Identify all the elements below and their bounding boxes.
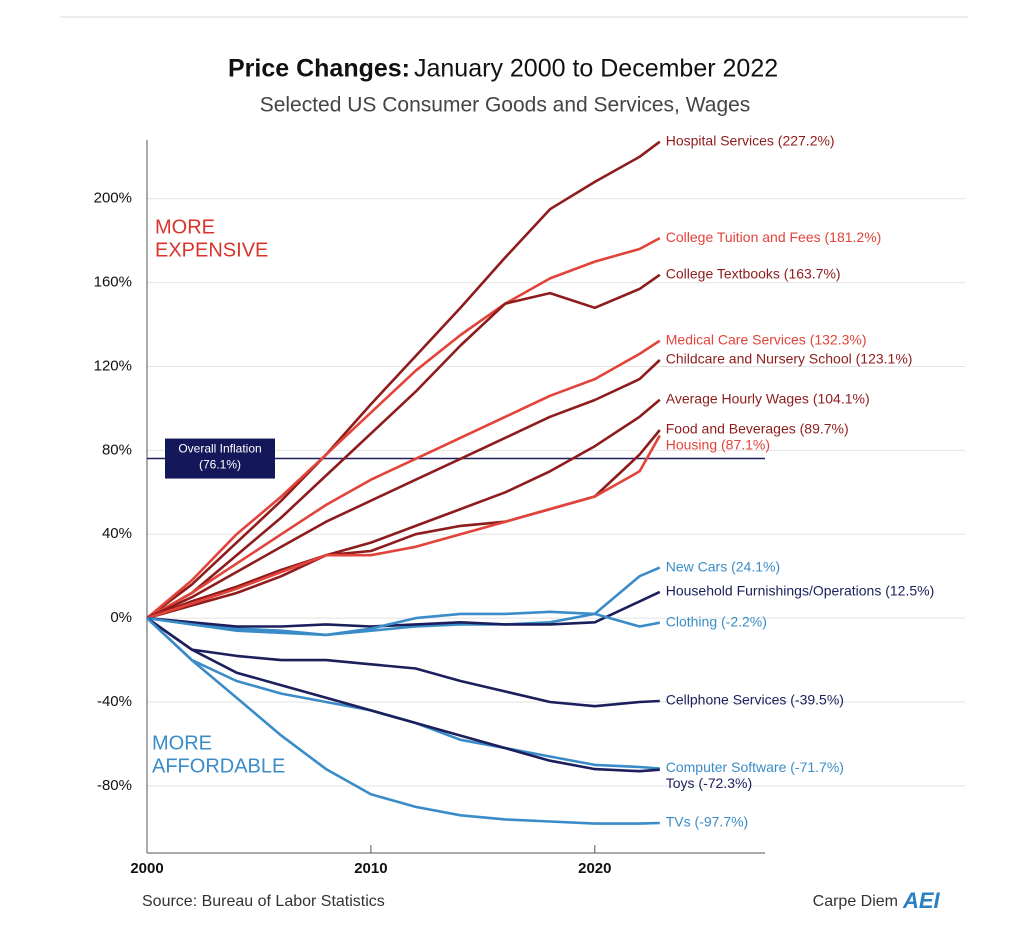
series-line <box>146 273 661 620</box>
series-line <box>146 617 660 708</box>
series-line <box>146 610 661 637</box>
series-line <box>146 140 661 620</box>
brand-logo: AEI <box>902 888 941 913</box>
x-tick-label: 2010 <box>354 860 387 877</box>
series-label: Toys (-72.3%) <box>666 775 752 791</box>
annotation: AFFORDABLE <box>152 755 285 777</box>
chart-subtitle: Selected US Consumer Goods and Services,… <box>260 94 751 117</box>
y-tick-label: -80% <box>97 777 132 794</box>
series-label: Clothing (-2.2%) <box>666 613 767 629</box>
series-line <box>146 359 661 620</box>
annotation: MORE <box>152 732 212 754</box>
chart-title: January 2000 to December 2022 <box>414 55 778 83</box>
y-tick-label: 160% <box>94 274 132 291</box>
series-label: Childcare and Nursery School (123.1%) <box>666 351 913 367</box>
y-tick-label: 200% <box>94 190 132 207</box>
y-tick-label: 40% <box>102 525 132 542</box>
y-tick-label: 120% <box>94 357 132 374</box>
plot: -80% -40% 0% 40% 80% 120% 160% 200% 2000 2010 2020… <box>94 132 965 877</box>
series-label: Computer Software (-71.7%) <box>666 759 844 775</box>
annotation: MORE <box>155 216 215 238</box>
series-label: TVs (-97.7%) <box>666 814 748 830</box>
series-line <box>146 617 660 770</box>
reference-value: (76.1%) <box>199 458 241 472</box>
y-tick-label: 80% <box>102 441 132 458</box>
y-tick-label: 0% <box>110 609 132 626</box>
x-tick-label: 2020 <box>578 860 611 877</box>
brand: Carpe Diem <box>813 893 898 910</box>
series-label: Food and Beverages (89.7%) <box>666 421 849 437</box>
series-label: New Cars (24.1%) <box>666 558 780 574</box>
series-label: Cellphone Services (-39.5%) <box>666 692 844 708</box>
series-label: Housing (87.1%) <box>666 437 770 453</box>
chart-title-lead: Price Changes: <box>228 55 410 83</box>
annotation: EXPENSIVE <box>155 239 268 261</box>
y-tick-label: -40% <box>97 693 132 710</box>
source: Source: Bureau of Labor Statistics <box>142 893 385 910</box>
series-line <box>146 617 660 773</box>
series-label: College Textbooks (163.7%) <box>666 266 841 282</box>
series-label: Medical Care Services (132.3%) <box>666 331 867 347</box>
reference-label: Overall Inflation <box>178 442 261 456</box>
series-line <box>146 434 661 620</box>
x-tick-label: 2000 <box>130 860 163 877</box>
series-label: Hospital Services (227.2%) <box>666 132 835 148</box>
series-line <box>146 590 661 628</box>
series-line <box>146 339 661 620</box>
series-label: College Tuition and Fees (181.2%) <box>666 229 882 245</box>
series-label: Household Furnishings/Operations (12.5%) <box>666 583 934 599</box>
series-line <box>146 236 661 620</box>
reference-box <box>165 438 275 479</box>
series-line <box>146 398 661 620</box>
series-label: Average Hourly Wages (104.1%) <box>666 391 870 407</box>
series-line <box>146 617 660 825</box>
